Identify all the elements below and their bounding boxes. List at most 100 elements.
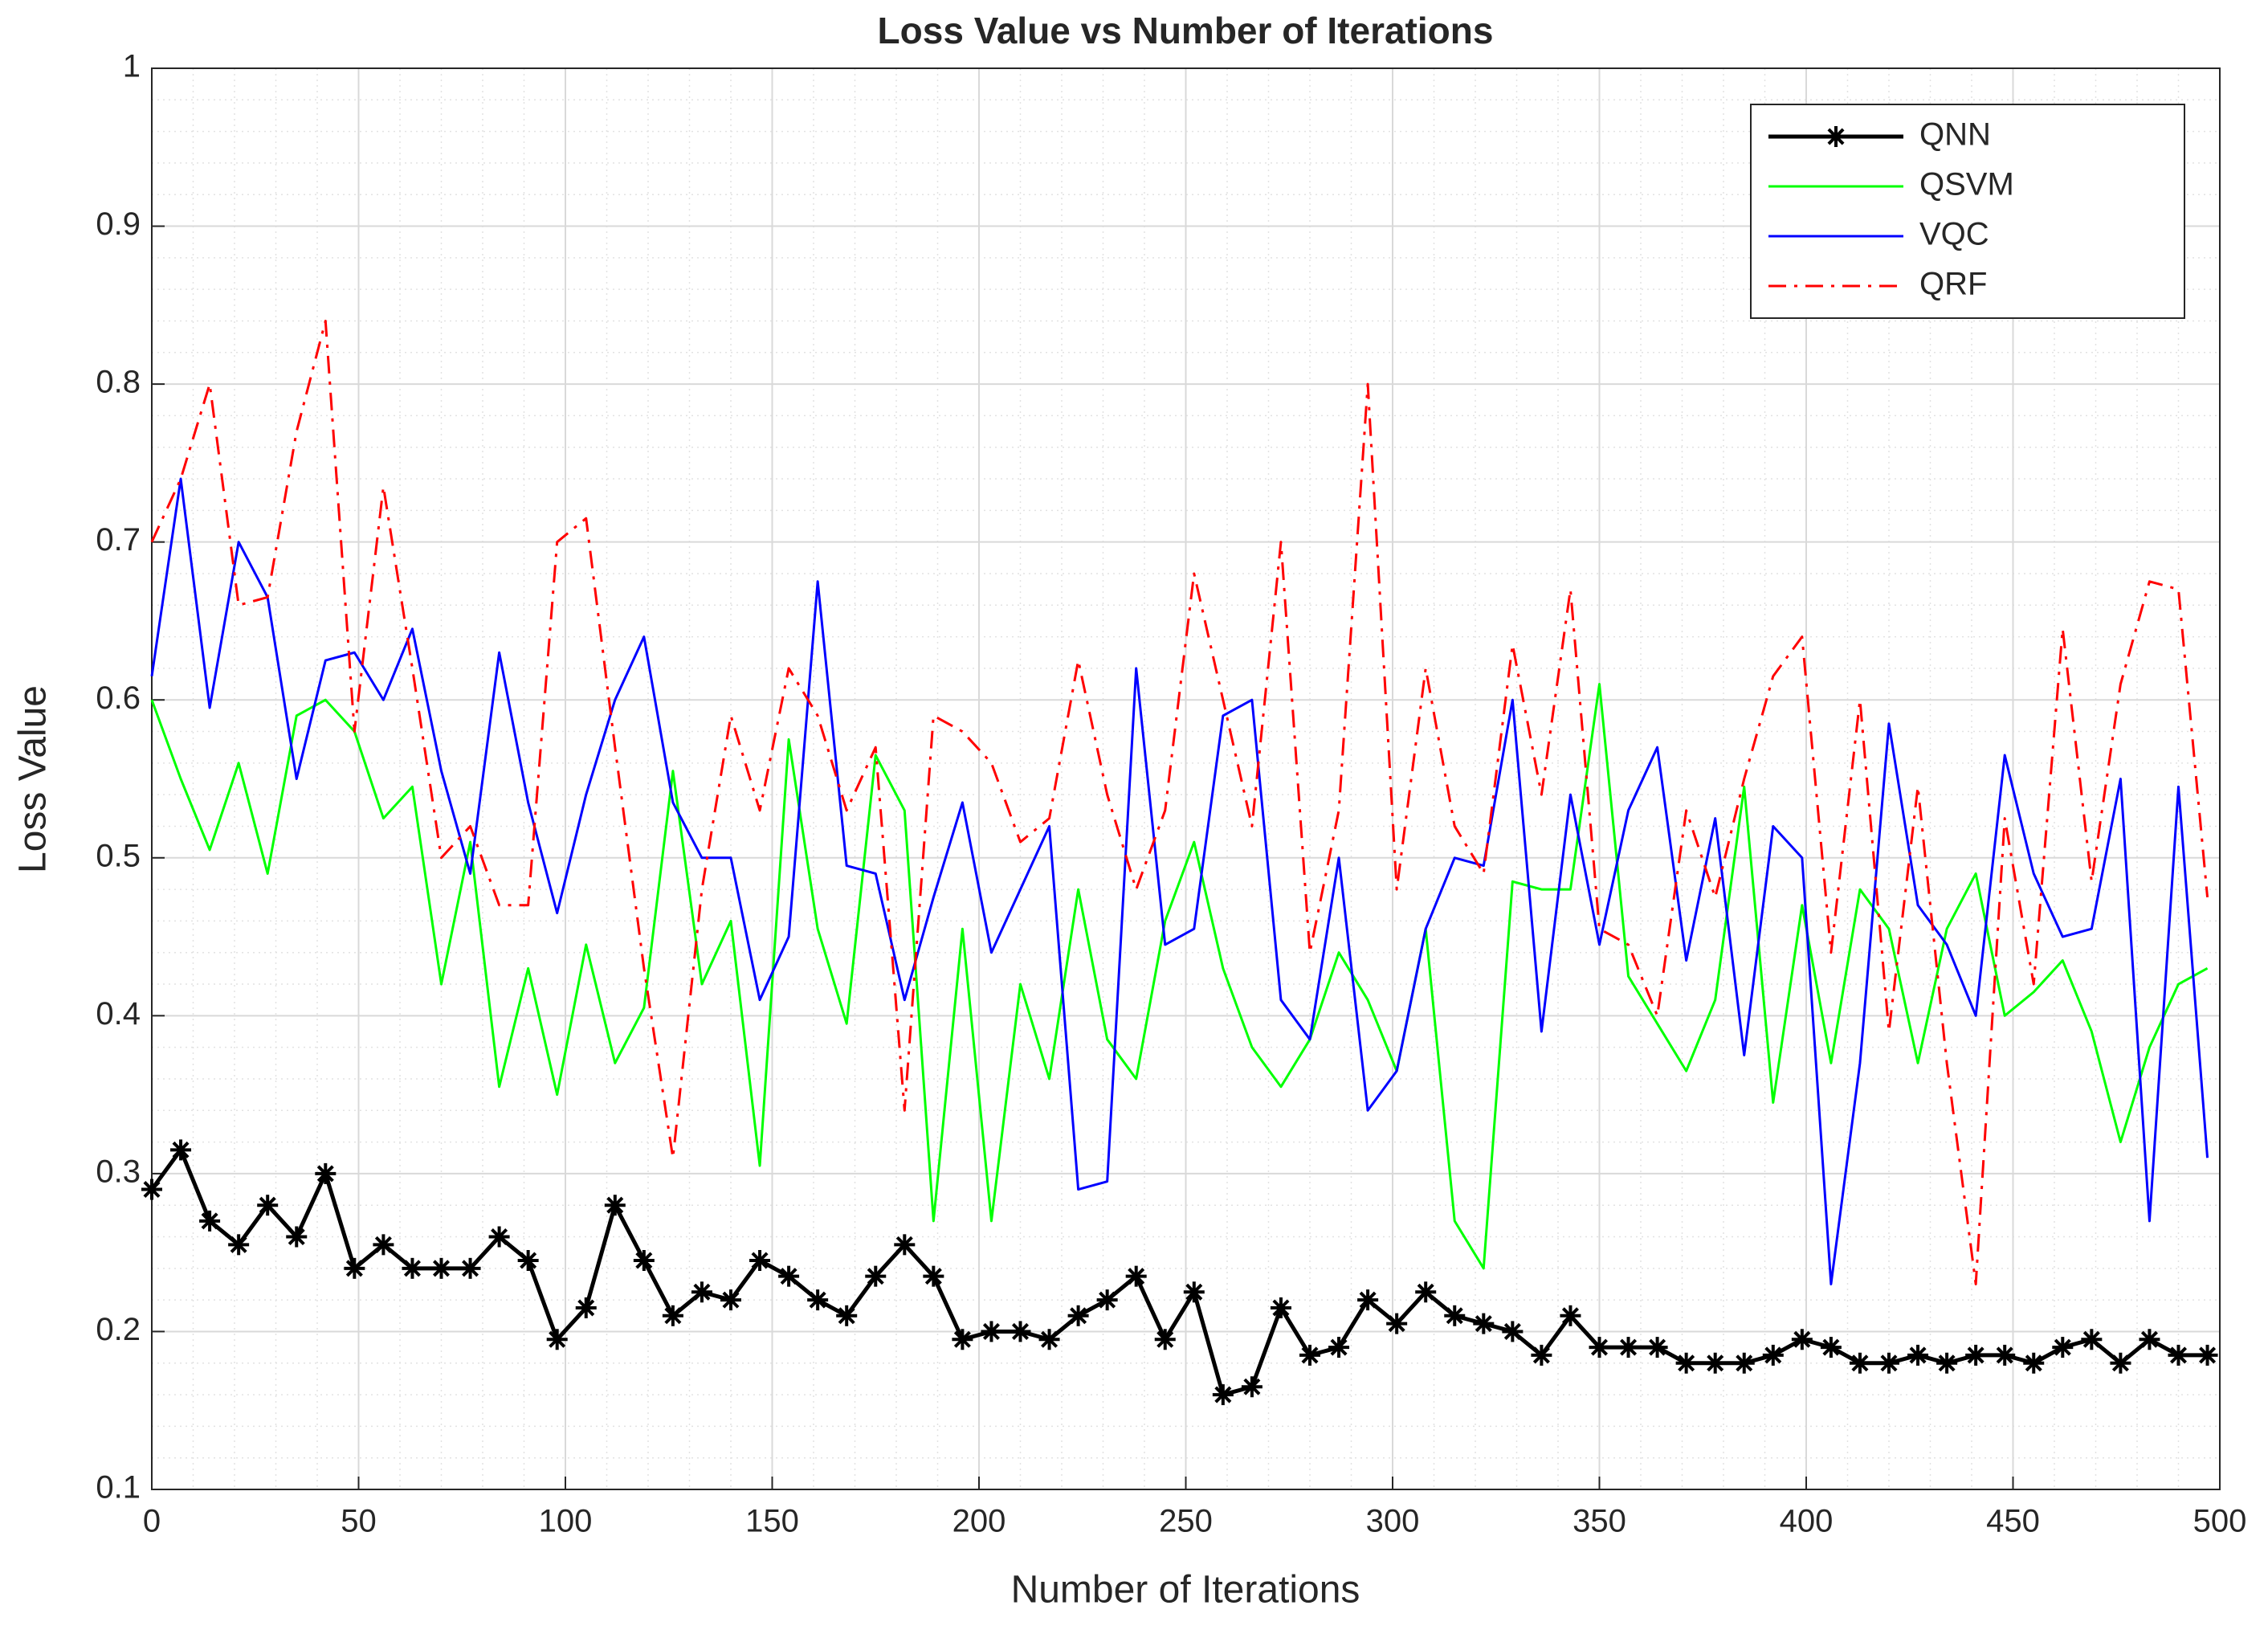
y-tick-label: 0.7	[96, 522, 141, 558]
data-point	[315, 1162, 337, 1184]
marker-stroke	[1707, 1354, 1724, 1372]
data-point	[286, 1226, 308, 1248]
marker-stroke	[635, 1252, 653, 1269]
x-tick-label: 0	[143, 1504, 161, 1539]
marker-stroke	[2140, 1330, 2158, 1348]
marker-stroke	[1128, 1268, 1145, 1285]
marker-stroke	[664, 1307, 682, 1325]
data-point	[1010, 1321, 1031, 1342]
data-point	[459, 1257, 481, 1279]
y-tick-label: 0.5	[96, 838, 141, 873]
data-point	[952, 1329, 973, 1350]
marker-stroke	[316, 1165, 334, 1183]
marker-stroke	[1996, 1346, 2013, 1364]
marker-stroke	[1649, 1338, 1666, 1356]
data-point	[1762, 1344, 1784, 1366]
data-point	[1415, 1281, 1437, 1303]
data-point	[604, 1195, 626, 1216]
marker-stroke	[1388, 1315, 1405, 1333]
chart-title: Loss Value vs Number of Iterations	[878, 10, 1494, 51]
data-point	[1936, 1352, 1958, 1374]
marker-stroke	[1272, 1299, 1290, 1317]
series-line	[150, 319, 2209, 1285]
data-point	[865, 1265, 887, 1287]
data-point	[1589, 1337, 1610, 1358]
data-point	[633, 1249, 655, 1271]
marker-stroke	[2199, 1346, 2217, 1364]
marker-stroke	[374, 1236, 392, 1253]
data-point	[836, 1305, 858, 1326]
x-tick-label: 300	[1366, 1504, 1420, 1539]
series-line	[150, 683, 2209, 1270]
plot-frame	[151, 67, 2221, 1490]
data-point	[170, 1139, 192, 1161]
data-point	[1878, 1352, 1899, 1374]
data-point	[1820, 1337, 1842, 1358]
data-point	[1386, 1313, 1408, 1334]
data-point	[575, 1297, 597, 1318]
marker-stroke	[1099, 1291, 1116, 1309]
marker-stroke	[780, 1268, 797, 1285]
marker-stroke	[1938, 1354, 1956, 1372]
marker-stroke	[895, 1236, 913, 1253]
data-point	[2081, 1329, 2103, 1350]
data-point	[373, 1234, 394, 1256]
marker-stroke	[230, 1236, 247, 1253]
marker-stroke	[432, 1260, 451, 1277]
marker-stroke	[1243, 1378, 1261, 1395]
marker-stroke	[1561, 1307, 1579, 1325]
x-tick-label: 100	[539, 1504, 593, 1539]
x-tick-label: 250	[1159, 1504, 1213, 1539]
data-point	[1096, 1289, 1118, 1311]
legend-marker	[1825, 126, 1846, 147]
marker-stroke	[1301, 1346, 1319, 1364]
y-tick-label: 0.3	[96, 1154, 141, 1189]
marker-stroke	[2054, 1338, 2071, 1356]
x-tick-label: 450	[1986, 1504, 2040, 1539]
marker-stroke	[1475, 1315, 1492, 1333]
marker-stroke	[1214, 1386, 1232, 1403]
marker-stroke	[462, 1260, 479, 1277]
marker-stroke	[201, 1212, 218, 1230]
data-point	[257, 1195, 279, 1216]
data-point	[1299, 1344, 1320, 1366]
marker-stroke	[1590, 1338, 1609, 1356]
marker-stroke	[1446, 1307, 1463, 1325]
data-point	[1241, 1376, 1262, 1398]
data-point	[1183, 1281, 1205, 1303]
data-point	[691, 1281, 712, 1303]
data-point	[1994, 1344, 2016, 1366]
data-point	[2168, 1344, 2189, 1366]
marker-stroke	[1330, 1338, 1348, 1356]
x-tick-label: 350	[1573, 1504, 1626, 1539]
marker-stroke	[1532, 1346, 1550, 1364]
marker-stroke	[982, 1322, 1000, 1340]
marker-stroke	[403, 1260, 421, 1277]
data-point	[1444, 1305, 1466, 1326]
marker-stroke	[143, 1181, 161, 1199]
marker-stroke	[1156, 1330, 1174, 1348]
marker-stroke	[867, 1268, 884, 1285]
marker-stroke	[924, 1268, 942, 1285]
data-point	[517, 1249, 539, 1271]
data-point	[1965, 1344, 1987, 1366]
data-point	[1270, 1297, 1291, 1318]
marker-stroke	[172, 1141, 190, 1158]
marker-stroke	[1503, 1322, 1521, 1340]
legend-label: VQC	[1919, 217, 1989, 252]
marker-stroke	[722, 1291, 740, 1309]
marker-stroke	[1793, 1330, 1811, 1348]
legend-label: QNN	[1919, 117, 1991, 153]
marker-stroke	[1880, 1354, 1898, 1372]
y-axis-label: Loss Value	[12, 685, 55, 873]
legend-box	[1750, 104, 2185, 319]
data-point	[923, 1265, 944, 1287]
marker-stroke	[1185, 1283, 1203, 1301]
marker-stroke	[549, 1330, 566, 1348]
marker-stroke	[751, 1252, 769, 1269]
data-point	[1473, 1313, 1495, 1334]
x-tick-label: 50	[341, 1504, 377, 1539]
marker-stroke	[1764, 1346, 1782, 1364]
data-point	[981, 1321, 1002, 1342]
legend-label: QSVM	[1919, 167, 2014, 202]
